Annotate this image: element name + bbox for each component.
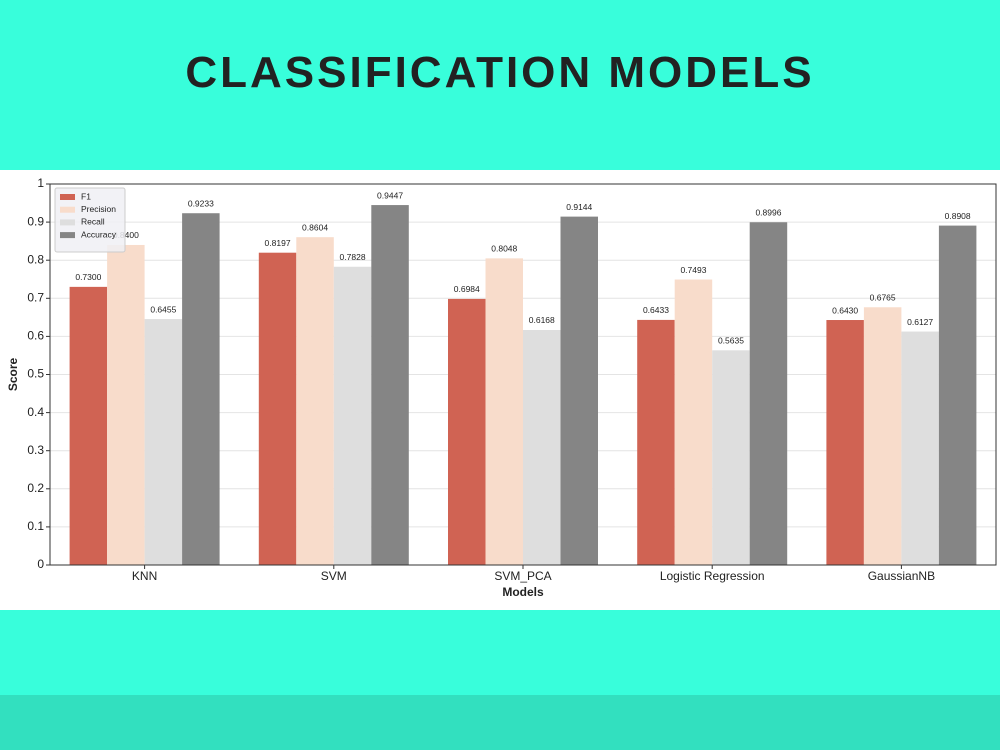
y-tick-label: 0.9 xyxy=(27,214,44,228)
value-label: 0.6127 xyxy=(907,317,933,327)
y-tick-label: 0.5 xyxy=(27,367,44,381)
y-tick-label: 0.3 xyxy=(27,443,44,457)
legend-swatch xyxy=(60,194,75,200)
value-label: 0.9447 xyxy=(377,190,403,200)
value-label: 0.9144 xyxy=(566,202,592,212)
x-tick-label: SVM_PCA xyxy=(494,569,551,583)
y-tick-label: 0.2 xyxy=(27,481,44,495)
bar xyxy=(826,320,864,565)
value-label: 0.6765 xyxy=(870,293,896,303)
value-label: 0.6168 xyxy=(529,315,555,325)
bar xyxy=(296,237,334,565)
legend-label: Precision xyxy=(81,204,116,214)
legend-label: F1 xyxy=(81,191,91,201)
value-label: 0.6984 xyxy=(454,284,480,294)
bar xyxy=(523,329,561,565)
bar xyxy=(107,244,145,565)
bar xyxy=(712,350,750,565)
bar xyxy=(560,216,598,566)
y-tick-label: 0.8 xyxy=(27,252,44,266)
x-tick-label: Logistic Regression xyxy=(660,569,765,583)
legend-label: Accuracy xyxy=(81,229,117,239)
y-tick-label: 0.7 xyxy=(27,290,44,304)
bar xyxy=(371,205,409,565)
legend-swatch xyxy=(60,219,75,226)
bar xyxy=(485,258,523,565)
slide-title: CLASSIFICATION MODELS xyxy=(185,48,815,97)
bar xyxy=(144,319,183,565)
y-tick-label: 0.6 xyxy=(27,329,44,343)
y-axis-label: Score xyxy=(6,358,20,392)
value-label: 0.8197 xyxy=(265,238,291,248)
bar xyxy=(637,319,675,565)
y-tick-label: 0.4 xyxy=(27,405,44,419)
value-label: 0.8996 xyxy=(755,208,781,218)
value-label: 0.7828 xyxy=(340,252,366,262)
value-label: 0.8604 xyxy=(302,222,328,232)
bar xyxy=(863,307,902,565)
y-tick-label: 0 xyxy=(37,557,44,571)
x-axis-label: Models xyxy=(502,585,544,599)
legend-swatch xyxy=(60,206,75,213)
value-label: 0.5635 xyxy=(718,336,744,346)
value-label: 0.8048 xyxy=(491,244,517,254)
y-tick-label: 0.1 xyxy=(27,519,44,533)
value-label: 0.7300 xyxy=(75,272,101,282)
bar xyxy=(333,266,372,565)
bar xyxy=(901,331,939,565)
legend-swatch xyxy=(60,232,75,239)
x-tick-label: GaussianNB xyxy=(868,569,935,583)
bar xyxy=(258,252,297,565)
x-tick-label: KNN xyxy=(132,569,157,583)
value-label: 0.9233 xyxy=(188,198,214,208)
y-tick-label: 1 xyxy=(37,176,44,190)
bar xyxy=(182,213,220,565)
value-label: 0.8400 xyxy=(113,230,139,240)
bar xyxy=(938,225,977,565)
value-label: 0.7493 xyxy=(680,265,706,275)
value-label: 0.6455 xyxy=(150,304,176,314)
footer-band xyxy=(0,695,1000,750)
bar xyxy=(69,286,108,565)
x-tick-label: SVM xyxy=(321,569,347,583)
value-label: 0.6430 xyxy=(832,305,858,315)
bar xyxy=(749,222,788,566)
bar xyxy=(448,298,486,565)
chart: 0 0.1 0.2 0.3 0.4 0.5 0.6 0.7 0.8 0.9 1 Score Models… xyxy=(0,170,1000,610)
bar xyxy=(674,279,713,565)
value-label: 0.8908 xyxy=(945,211,971,221)
plot-frame xyxy=(49,183,997,566)
value-label: 0.6433 xyxy=(643,305,669,315)
legend-label: Recall xyxy=(81,217,105,227)
